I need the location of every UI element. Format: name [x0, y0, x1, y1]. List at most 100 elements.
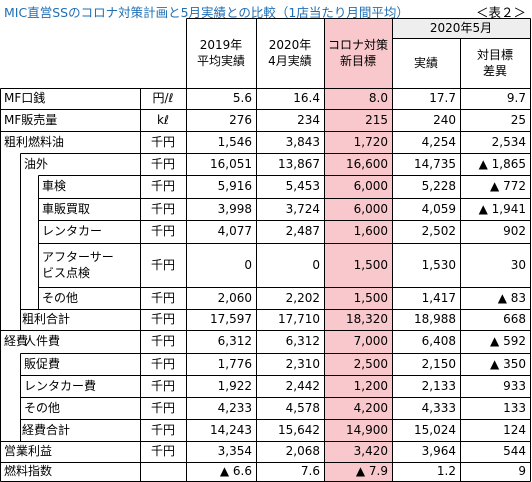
- value-cell-text: 5,453: [285, 179, 320, 194]
- value-cell: 3,843: [256, 131, 320, 153]
- value-cell-text: 2,133: [421, 378, 456, 393]
- value-cell: 14,243: [186, 419, 252, 441]
- value-cell: 3,420: [324, 441, 388, 462]
- value-cell: 215: [324, 109, 388, 131]
- value-cell-text: 1,776: [217, 356, 252, 371]
- value-cell-text: 9.7: [506, 91, 526, 106]
- unit-cell-text: 千円: [150, 334, 175, 349]
- value-cell-text: 9: [518, 464, 526, 479]
- value-cell-text: 30: [510, 257, 526, 272]
- value-cell: 0: [186, 243, 252, 287]
- value-cell-text: 2,202: [285, 290, 320, 305]
- unit-cell: 千円: [140, 375, 186, 397]
- value-cell-text: 3,354: [217, 444, 252, 459]
- unit-cell-text: 千円: [150, 156, 175, 171]
- value-cell: ▲ 83: [460, 287, 526, 309]
- row-label: 燃料油: [28, 131, 146, 153]
- value-cell-text: ▲ 83: [497, 290, 526, 305]
- unit-cell: 千円: [140, 419, 186, 441]
- value-cell-text: ▲ 6.6: [219, 464, 252, 479]
- value-cell-text: 902: [503, 224, 526, 239]
- value-cell: 13,867: [256, 153, 320, 175]
- unit-cell-text: 千円: [150, 290, 175, 305]
- group-label-text: 粗利: [4, 134, 29, 149]
- header-may-actual-text: 実績: [413, 55, 438, 70]
- value-cell-text: 0: [244, 257, 252, 272]
- value-cell: 1,600: [324, 220, 388, 243]
- value-cell-text: 544: [503, 444, 526, 459]
- value-cell: 4,254: [392, 131, 456, 153]
- value-cell: 933: [460, 375, 526, 397]
- unit-cell-text: 千円: [150, 422, 175, 437]
- row-label: MF販売量: [4, 109, 146, 131]
- value-cell: 5,453: [256, 175, 320, 198]
- unit-cell: 千円: [140, 153, 186, 175]
- header-corona-target-text: コロナ対策 新目標: [327, 37, 388, 68]
- value-cell: 1,200: [324, 375, 388, 397]
- value-cell-text: ▲ 350: [490, 356, 526, 371]
- row-label-text: MF販売量: [4, 112, 58, 127]
- unit-cell-text: 千円: [150, 224, 175, 239]
- unit-cell-text: 千円: [150, 378, 175, 393]
- value-cell-text: 5.6: [232, 91, 252, 106]
- value-cell-text: 16,600: [346, 156, 388, 171]
- row-label: レンタカー: [42, 220, 146, 243]
- value-cell: 3,964: [392, 441, 456, 462]
- value-cell: 9: [460, 462, 526, 481]
- row-label-text: 人件費: [24, 334, 61, 349]
- value-cell: 6,408: [392, 330, 456, 353]
- unit-cell: kℓ: [140, 109, 186, 131]
- row-label-text: その他: [24, 400, 61, 415]
- value-cell: 2,150: [392, 353, 456, 375]
- row-label-text: 油外: [24, 156, 49, 171]
- value-cell-text: 4,578: [285, 400, 320, 415]
- group-label-text: 経費: [4, 334, 29, 349]
- value-cell: 1,720: [324, 131, 388, 153]
- value-cell-text: 668: [503, 312, 526, 327]
- value-cell: 544: [460, 441, 526, 462]
- unit-cell-text: 千円: [150, 134, 175, 149]
- value-cell-text: 3,420: [353, 444, 388, 459]
- unit-cell: 千円: [140, 287, 186, 309]
- value-cell: 2,534: [460, 131, 526, 153]
- value-cell-text: 1,546: [217, 134, 252, 149]
- value-cell-text: 2,502: [421, 224, 456, 239]
- value-cell-text: ▲ 592: [490, 334, 526, 349]
- value-cell: 902: [460, 220, 526, 243]
- unit-cell-text: 千円: [150, 312, 175, 327]
- value-cell-text: 14,900: [346, 422, 388, 437]
- value-cell-text: 6,000: [353, 179, 388, 194]
- row-label: その他: [24, 397, 146, 419]
- value-cell: 8.0: [324, 88, 388, 109]
- row-label: 経費合計: [22, 419, 146, 441]
- value-cell: 5,228: [392, 175, 456, 198]
- value-cell: 17,710: [256, 309, 320, 330]
- header-2020-may: 2020年5月: [392, 18, 530, 38]
- value-cell: 4,077: [186, 220, 252, 243]
- value-cell: 4,333: [392, 397, 456, 419]
- value-cell: 6,312: [186, 330, 252, 353]
- unit-cell: 千円: [140, 441, 186, 462]
- value-cell: 16,051: [186, 153, 252, 175]
- value-cell: 124: [460, 419, 526, 441]
- value-cell-text: 1,200: [353, 378, 388, 393]
- value-cell: 0: [256, 243, 320, 287]
- value-cell: 2,310: [256, 353, 320, 375]
- unit-cell-text: 千円: [150, 179, 175, 194]
- value-cell-text: 15,642: [278, 422, 320, 437]
- value-cell: 2,202: [256, 287, 320, 309]
- header-2020-may-text: 2020年5月: [429, 20, 493, 35]
- value-cell-text: 1,720: [353, 134, 388, 149]
- may-header-background: [392, 18, 530, 38]
- row-label: 燃料指数: [4, 462, 146, 481]
- value-cell: 1,776: [186, 353, 252, 375]
- value-cell: 16,600: [324, 153, 388, 175]
- row-label-text: 燃料指数: [4, 464, 53, 479]
- value-cell: 1,500: [324, 287, 388, 309]
- row-label-text: 販促費: [24, 356, 61, 371]
- value-cell: 16.4: [256, 88, 320, 109]
- row-label: レンタカー費: [24, 375, 146, 397]
- document-title: MIC直営SSのコロナ対策計画と5月実績との比較（1店当たり月間平均）: [4, 5, 409, 20]
- value-cell-text: 14,243: [210, 422, 252, 437]
- value-cell: 6,312: [256, 330, 320, 353]
